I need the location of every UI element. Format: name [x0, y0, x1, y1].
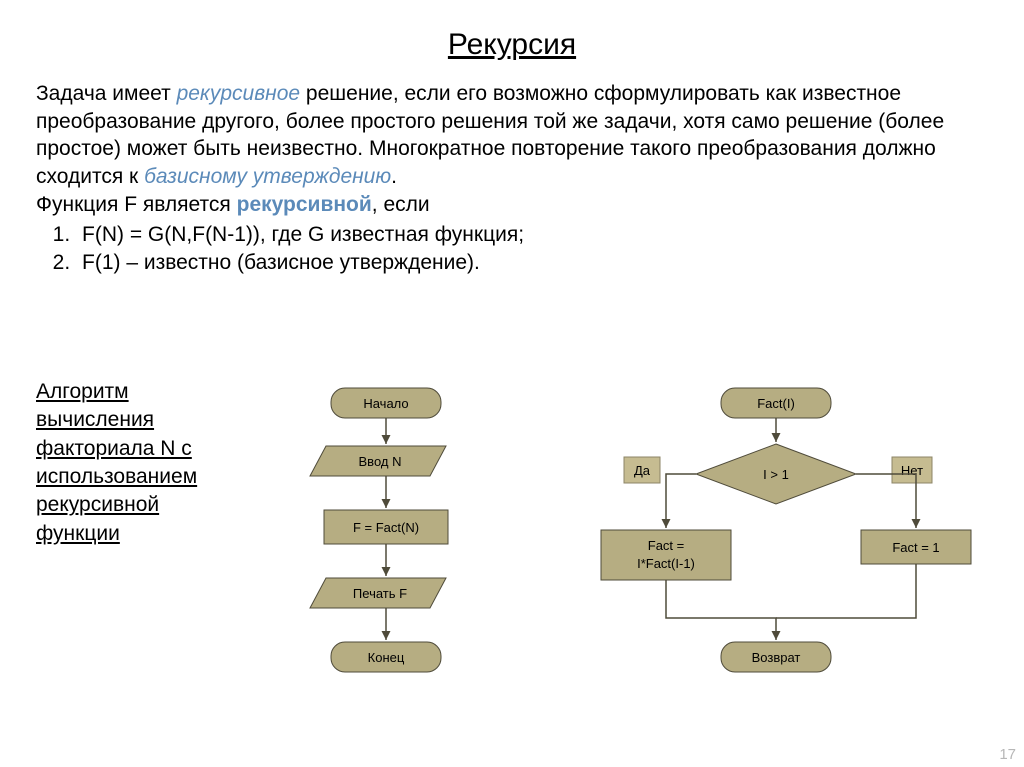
rule-item: F(N) = G(N,F(N-1)), где G известная функ…: [76, 221, 988, 249]
node-label: Fact =: [648, 538, 685, 553]
node-label: Ввод N: [359, 454, 402, 469]
text: вычисления: [36, 408, 154, 431]
arrow-merge-left: [666, 580, 776, 640]
label-text: Да: [634, 463, 651, 478]
text: рекурсивной: [36, 493, 159, 516]
text: Задача имеет: [36, 82, 177, 105]
node-label: Печать F: [353, 586, 407, 601]
slide: Рекурсия Задача имеет рекурсивное решени…: [0, 0, 1024, 767]
slide-title: Рекурсия: [36, 28, 988, 62]
text: факториала N с: [36, 437, 192, 460]
node-label: I*Fact(I-1): [637, 556, 695, 571]
label-text: Нет: [901, 463, 923, 478]
arrow-branch-left: [666, 474, 696, 528]
node-label: Конец: [368, 650, 405, 665]
text: Алгоритм: [36, 380, 129, 403]
text: Функция F является: [36, 193, 237, 216]
arrow-merge-right: [776, 564, 916, 618]
rules-list: F(N) = G(N,F(N-1)), где G известная функ…: [48, 221, 988, 278]
algorithm-label: Алгоритм вычисления факториала N с испол…: [36, 378, 246, 548]
text: , если: [372, 193, 430, 216]
node-label: Начало: [363, 396, 408, 411]
text: функции: [36, 522, 120, 545]
flowchart-right: Fact(I) I > 1 Да Нет Fact = I*Fact(I-1) …: [546, 378, 1006, 738]
node-label: Fact(I): [757, 396, 795, 411]
node-label: Fact = 1: [892, 540, 939, 555]
page-number: 17: [999, 746, 1016, 763]
node-label: F = Fact(N): [353, 520, 419, 535]
rule-item: F(1) – известно (базисное утверждение).: [76, 249, 988, 277]
node-label: I > 1: [763, 467, 789, 482]
term-recursive: рекурсивное: [177, 82, 301, 105]
term-base-statement: базисному утверждению: [144, 165, 391, 188]
text: использованием: [36, 465, 197, 488]
flowchart-left: Начало Ввод N F = Fact(N) Печать F Конец: [266, 378, 506, 738]
node-label: Возврат: [752, 650, 801, 665]
term-recursive-bold: рекурсивной: [237, 193, 372, 216]
text: .: [391, 165, 397, 188]
body-paragraph: Задача имеет рекурсивное решение, если е…: [36, 80, 988, 219]
lower-region: Алгоритм вычисления факториала N с испол…: [36, 378, 988, 757]
